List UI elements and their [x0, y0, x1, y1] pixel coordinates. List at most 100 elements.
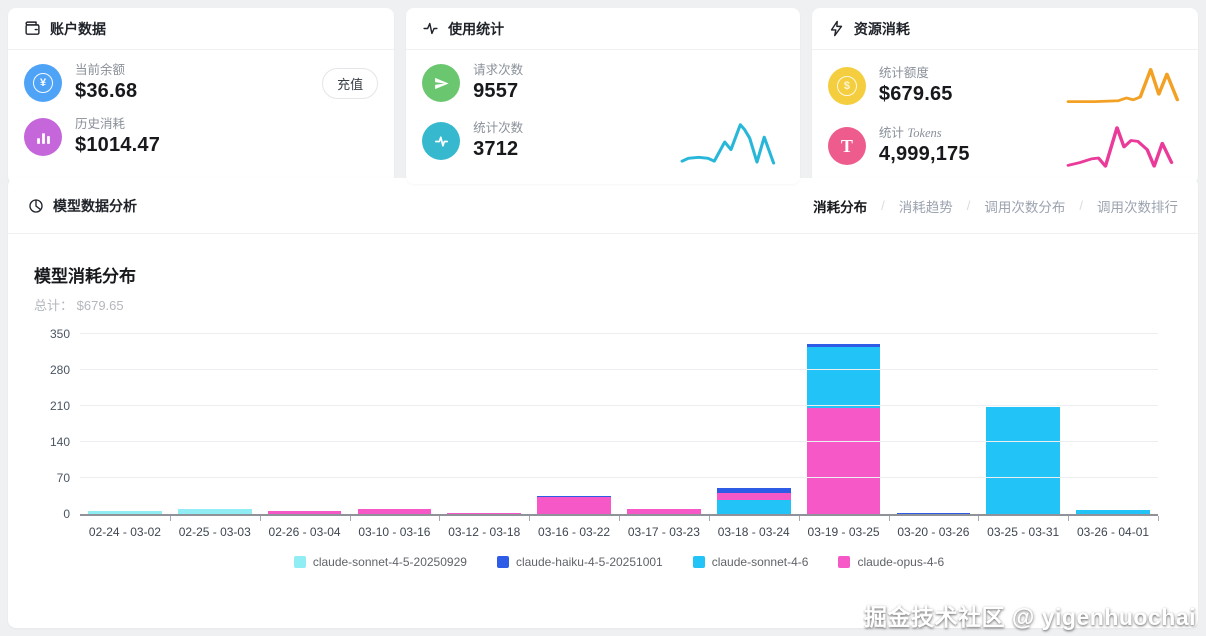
bar-segment-claude-sonnet-4-6[interactable]: [986, 407, 1061, 514]
gridline: [80, 369, 1158, 371]
analysis-body: 模型消耗分布 总计： $679.65 0 70 140 210 280 350 02-24…: [8, 234, 1198, 628]
quota-value: $679.65: [878, 83, 953, 105]
analysis-title-group: 模型数据分析: [28, 196, 137, 216]
bar[interactable]: [357, 508, 432, 514]
tokens-label: 统计 Tokens: [878, 126, 942, 140]
bar[interactable]: [1076, 509, 1150, 514]
wallet-icon: [25, 21, 40, 35]
bar[interactable]: [896, 512, 971, 514]
bar[interactable]: [447, 512, 522, 514]
model-analysis-card: 模型数据分析 消耗分布 / 消耗趋势 / 调用次数分布 / 调用次数排行 模型消…: [8, 178, 1198, 628]
bar-segment-claude-opus-4-6[interactable]: [716, 493, 791, 501]
x-axis-tick: [978, 516, 980, 521]
y-tick-label: 210: [49, 399, 70, 414]
bar[interactable]: [627, 508, 701, 514]
bar-column: [799, 330, 889, 514]
tab-call-count-distribution[interactable]: 调用次数分布: [984, 199, 1066, 215]
history-consumption-icon: [24, 118, 62, 156]
requests-value: 9557: [473, 80, 519, 102]
bar-segment-claude-opus-4-6[interactable]: [267, 510, 342, 514]
legend-swatch: [692, 556, 705, 568]
bar-segment-claude-opus-4-6[interactable]: [627, 508, 701, 514]
stat-count-row: 统计次数 3712: [422, 110, 784, 172]
x-tick-label: 03-25 - 03-31: [987, 525, 1060, 539]
bar-column: [80, 330, 170, 514]
bar-segment-claude-sonnet-4-5-20250929[interactable]: [88, 511, 162, 514]
y-tick-label: 350: [49, 327, 70, 342]
legend-item[interactable]: claude-sonnet-4-6: [692, 555, 809, 569]
bar-column: [529, 330, 619, 514]
x-axis-tick: [1158, 516, 1159, 521]
top-cards-row: 账户数据 ¥ 当前余额 $36.68 充值: [8, 8, 1198, 184]
bar[interactable]: [88, 511, 162, 514]
legend-item[interactable]: claude-opus-4-6: [838, 555, 944, 569]
bar-segment-claude-haiku-4-5-20251001[interactable]: [537, 496, 611, 498]
x-tick-label: 02-26 - 03-04: [268, 525, 341, 539]
y-tick-label: 280: [49, 363, 70, 378]
legend-swatch: [838, 556, 851, 568]
y-tick-label: 0: [63, 507, 70, 521]
bar-segment-claude-opus-4-6[interactable]: [537, 497, 611, 514]
bar[interactable]: [806, 343, 881, 514]
x-axis-tick: [708, 516, 710, 521]
bar-column: [978, 330, 1068, 514]
x-axis-tick: [259, 516, 261, 521]
analysis-tabs: 消耗分布 / 消耗趋势 / 调用次数分布 / 调用次数排行: [813, 196, 1178, 216]
bar-segment-claude-sonnet-4-5-20250929[interactable]: [177, 509, 252, 514]
bar-segment-claude-sonnet-4-6[interactable]: [806, 347, 881, 409]
bar[interactable]: [537, 496, 611, 514]
history-stat-row: 历史消耗 $1014.47: [24, 110, 378, 164]
watermark: 掘金技术社区 @ yigenhuochai: [864, 604, 1196, 630]
bar-segment-claude-opus-4-6[interactable]: [357, 508, 432, 514]
y-tick-label: 70: [56, 471, 70, 486]
legend-swatch: [293, 556, 306, 568]
chart: 0 70 140 210 280 350 02-24 - 03-02 02-25 - 03-…: [50, 327, 1159, 569]
x-tick-label: 03-16 - 03-22: [538, 525, 611, 539]
requests-stat-row: 请求次数 9557: [422, 56, 784, 110]
balance-label: 当前余额: [75, 63, 126, 77]
tab-consumption-distribution[interactable]: 消耗分布: [813, 199, 868, 215]
bar-column: [619, 330, 709, 514]
lightning-icon: [830, 20, 843, 37]
chart-subtitle: 总计： $679.65: [34, 298, 124, 313]
quota-label: 统计额度: [878, 66, 929, 80]
x-axis-tick: [169, 516, 171, 521]
activity-icon: [423, 22, 438, 35]
bar-segment-claude-sonnet-4-6[interactable]: [716, 500, 791, 514]
legend-item[interactable]: claude-sonnet-4-5-20250929: [293, 555, 467, 569]
recharge-button[interactable]: 充值: [322, 67, 379, 99]
x-axis-tick: [888, 516, 890, 521]
tab-consumption-trend[interactable]: 消耗趋势: [898, 199, 953, 215]
bar[interactable]: [267, 510, 342, 514]
stat-count-value: 3712: [473, 138, 519, 160]
x-axis-tick: [1068, 516, 1070, 521]
bar-segment-claude-haiku-4-5-20251001[interactable]: [716, 488, 791, 494]
legend-label: claude-sonnet-4-6: [711, 555, 809, 569]
bar[interactable]: [177, 509, 252, 514]
pulse-icon: [422, 122, 461, 160]
legend-label: claude-sonnet-4-5-20250929: [312, 555, 467, 569]
balance-icon: ¥: [24, 64, 62, 102]
bar-column: [888, 330, 978, 514]
chart-title: 模型消耗分布: [34, 267, 136, 286]
bar-column: [709, 330, 799, 514]
tab-call-count-ranking[interactable]: 调用次数排行: [1097, 199, 1178, 215]
token-icon: T: [827, 127, 866, 165]
requests-label: 请求次数: [473, 63, 524, 77]
legend-item[interactable]: claude-haiku-4-5-20251001: [496, 555, 663, 569]
bar[interactable]: [716, 488, 791, 514]
usage-card-header: 使用统计: [406, 8, 800, 50]
balance-stat-row: ¥ 当前余额 $36.68 充值: [24, 56, 379, 110]
x-axis-tick: [439, 516, 441, 521]
bar[interactable]: [986, 407, 1061, 514]
x-axis-tick: [798, 516, 800, 521]
bar-segment-claude-haiku-4-5-20251001[interactable]: [806, 343, 881, 348]
chart-legend: claude-sonnet-4-5-20250929 claude-haiku-4…: [80, 555, 1158, 569]
bar-segment-claude-sonnet-4-6[interactable]: [1076, 509, 1150, 514]
tokens-sparkline: [1066, 126, 1174, 168]
bar-segment-claude-haiku-4-5-20251001[interactable]: [896, 512, 971, 514]
bar-segment-claude-opus-4-6[interactable]: [806, 408, 881, 514]
legend-swatch: [496, 556, 509, 568]
bar-segment-claude-opus-4-6[interactable]: [447, 512, 522, 514]
